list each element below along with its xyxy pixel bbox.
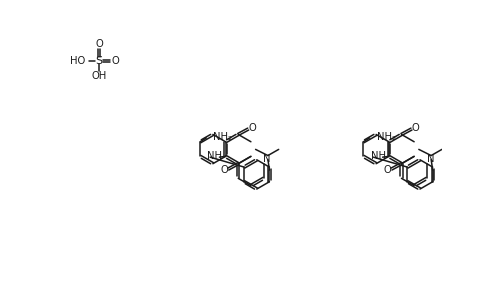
Text: N: N xyxy=(263,154,271,164)
Text: NH: NH xyxy=(370,151,386,161)
Text: O: O xyxy=(111,56,119,65)
Text: HO: HO xyxy=(70,56,85,65)
Text: O: O xyxy=(384,165,392,175)
Text: OH: OH xyxy=(92,71,107,81)
Text: O: O xyxy=(248,123,256,133)
Text: N: N xyxy=(427,154,434,164)
Text: O: O xyxy=(95,39,103,49)
Text: O: O xyxy=(220,165,228,175)
Text: O: O xyxy=(411,123,419,133)
Text: NH₂: NH₂ xyxy=(214,132,232,142)
Text: NH: NH xyxy=(207,151,222,161)
Text: NH₂: NH₂ xyxy=(376,132,396,142)
Text: S: S xyxy=(95,56,102,65)
